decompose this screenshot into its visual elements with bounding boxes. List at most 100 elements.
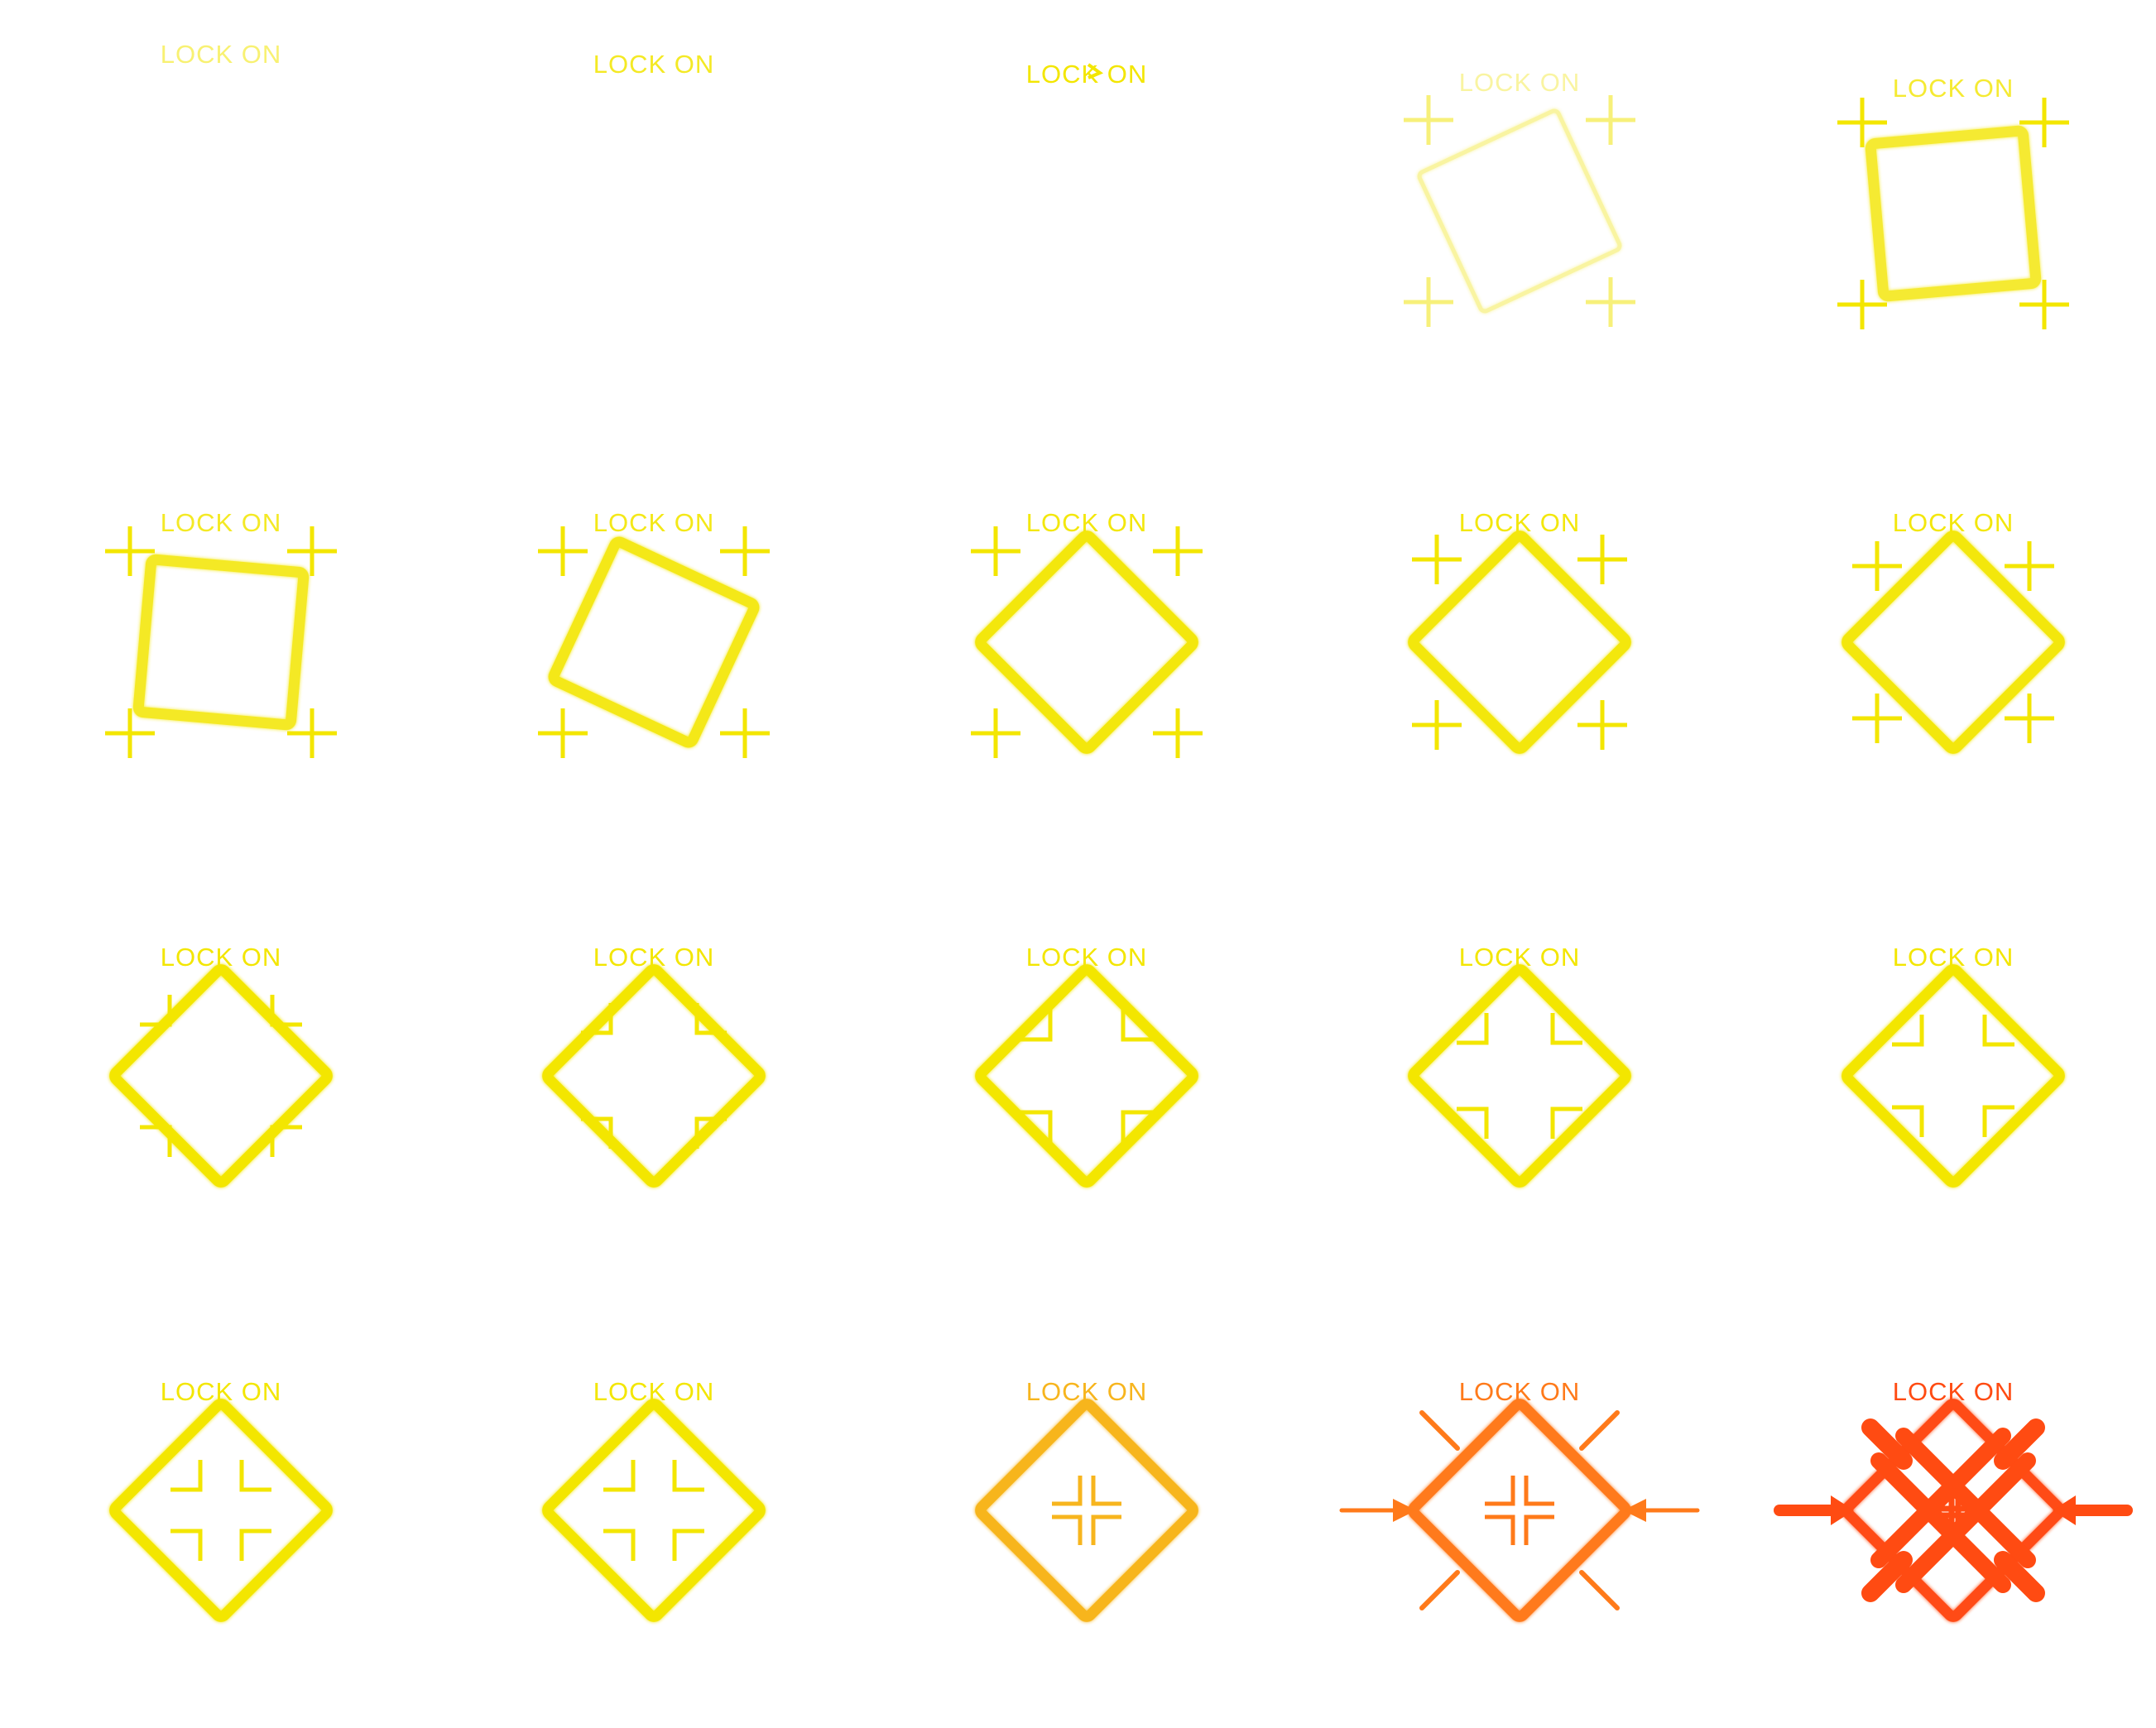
target-frame [109,1399,333,1622]
inner-bracket [1457,1013,1489,1045]
diagonal-ray [1994,1551,2045,1602]
corner-bracket [538,708,588,758]
inner-bracket [1485,1514,1515,1545]
inner-bracket [603,1460,636,1492]
inner-bracket [1457,1106,1489,1139]
target-frame [542,964,766,1188]
corner-bracket [105,708,155,758]
diagonal-ray [1994,1418,2045,1470]
sprite-frame: LOCK ON [109,943,333,1188]
corner-bracket [2019,280,2069,329]
inner-bracket [1892,1015,1924,1047]
sprite-frame: LOCK ON [1837,74,2069,329]
target-frame [1841,964,2065,1188]
inner-bracket [170,1460,203,1492]
corner-bracket [1586,95,1635,145]
sprite-frame: LOCK ON [1408,943,1631,1188]
center-plus-mark [1924,1481,1982,1539]
sprite-frame: LOCK ON [971,508,1203,758]
target-frame [1408,530,1631,754]
sprite-frame: LOCK ON [161,40,281,69]
diagonal-ray [1861,1418,1913,1470]
corner-bracket [1837,280,1887,329]
sprite-frame: LOCK ON [1339,1377,1700,1622]
sprite-frame: LOCK ON [593,50,715,79]
lock-on-label: LOCK ON [593,50,715,79]
corner-bracket [1404,277,1453,327]
diagonal-ray [1419,1410,1460,1451]
lock-on-label: LOCK ON [1026,60,1148,89]
lock-on-label: LOCK ON [1893,74,2014,103]
sprite-frame: LOCK ON [109,1377,333,1622]
diagonal-ray [1579,1570,1620,1610]
inner-bracket [239,1529,271,1561]
left-arrow-head [1831,1495,1854,1525]
inner-bracket [1550,1106,1582,1139]
diagonal-ray [1861,1551,1913,1602]
target-frame [975,530,1198,754]
sprite-frame: LOCK ON [105,508,337,758]
target-frame [1417,108,1622,314]
target-frame [1841,530,2065,754]
inner-bracket [1982,1015,2014,1047]
right-arrow-head [2053,1495,2076,1525]
corner-bracket [2019,98,2069,147]
target-frame [542,1399,766,1622]
corner-bracket [1577,700,1627,750]
corner-bracket [971,708,1020,758]
corner-bracket [720,526,770,576]
target-frame [132,554,310,731]
corner-bracket [1577,535,1627,584]
sprite-frame: LOCK ON [1404,68,1635,327]
corner-bracket [287,526,337,576]
inner-bracket [1091,1476,1121,1506]
inner-bracket [1052,1514,1083,1545]
inner-bracket [1524,1476,1554,1506]
inner-bracket [1524,1514,1554,1545]
lock-on-label: LOCK ON [1459,68,1581,97]
inner-bracket [1020,1010,1053,1042]
sprite-frame: LOCK ON [1408,508,1631,754]
inner-bracket [1020,1110,1053,1142]
corner-bracket [971,526,1020,576]
sprite-frame: LOCK ON [975,943,1198,1188]
inner-bracket [603,1529,636,1561]
inner-bracket [672,1460,704,1492]
lock-on-label: LOCK ON [593,508,715,537]
corner-bracket [1837,98,1887,147]
sprite-frame: LOCK ON [1841,943,2065,1188]
inner-bracket [1121,1110,1153,1142]
lock-effects [1774,1418,2133,1602]
lock-effects [1339,1410,1700,1610]
sprite-frame: LOCK ON [538,508,770,758]
target-frame [1408,964,1631,1188]
sprite-frame: LOCK ON [542,943,766,1188]
lock-on-label: LOCK ON [161,508,282,537]
target-frame [975,964,1198,1188]
inner-bracket [1550,1013,1582,1045]
sprite-frame: LOCK ON [1026,60,1148,89]
corner-bracket [1153,526,1203,576]
inner-bracket [1892,1105,1924,1137]
sprite-frame: LOCK ON [1774,1377,2133,1622]
corner-bracket [2005,541,2054,591]
corner-bracket [287,708,337,758]
corner-bracket [1852,694,1902,743]
inner-bracket [239,1460,271,1492]
target-frame [975,1399,1198,1622]
corner-bracket [1852,541,1902,591]
inner-bracket [1982,1105,2014,1137]
inner-bracket [1052,1476,1083,1506]
diagonal-ray [1419,1570,1460,1610]
corner-bracket [105,526,155,576]
corner-bracket [1586,277,1635,327]
left-arrow-head [1393,1499,1416,1522]
target-frame [109,964,333,1188]
inner-bracket [672,1529,704,1561]
corner-bracket [2005,694,2054,743]
sprite-frame: LOCK ON [1841,508,2065,754]
corner-bracket [1153,708,1203,758]
target-frame [1865,125,2042,302]
sprite-frame: LOCK ON [975,1377,1198,1622]
